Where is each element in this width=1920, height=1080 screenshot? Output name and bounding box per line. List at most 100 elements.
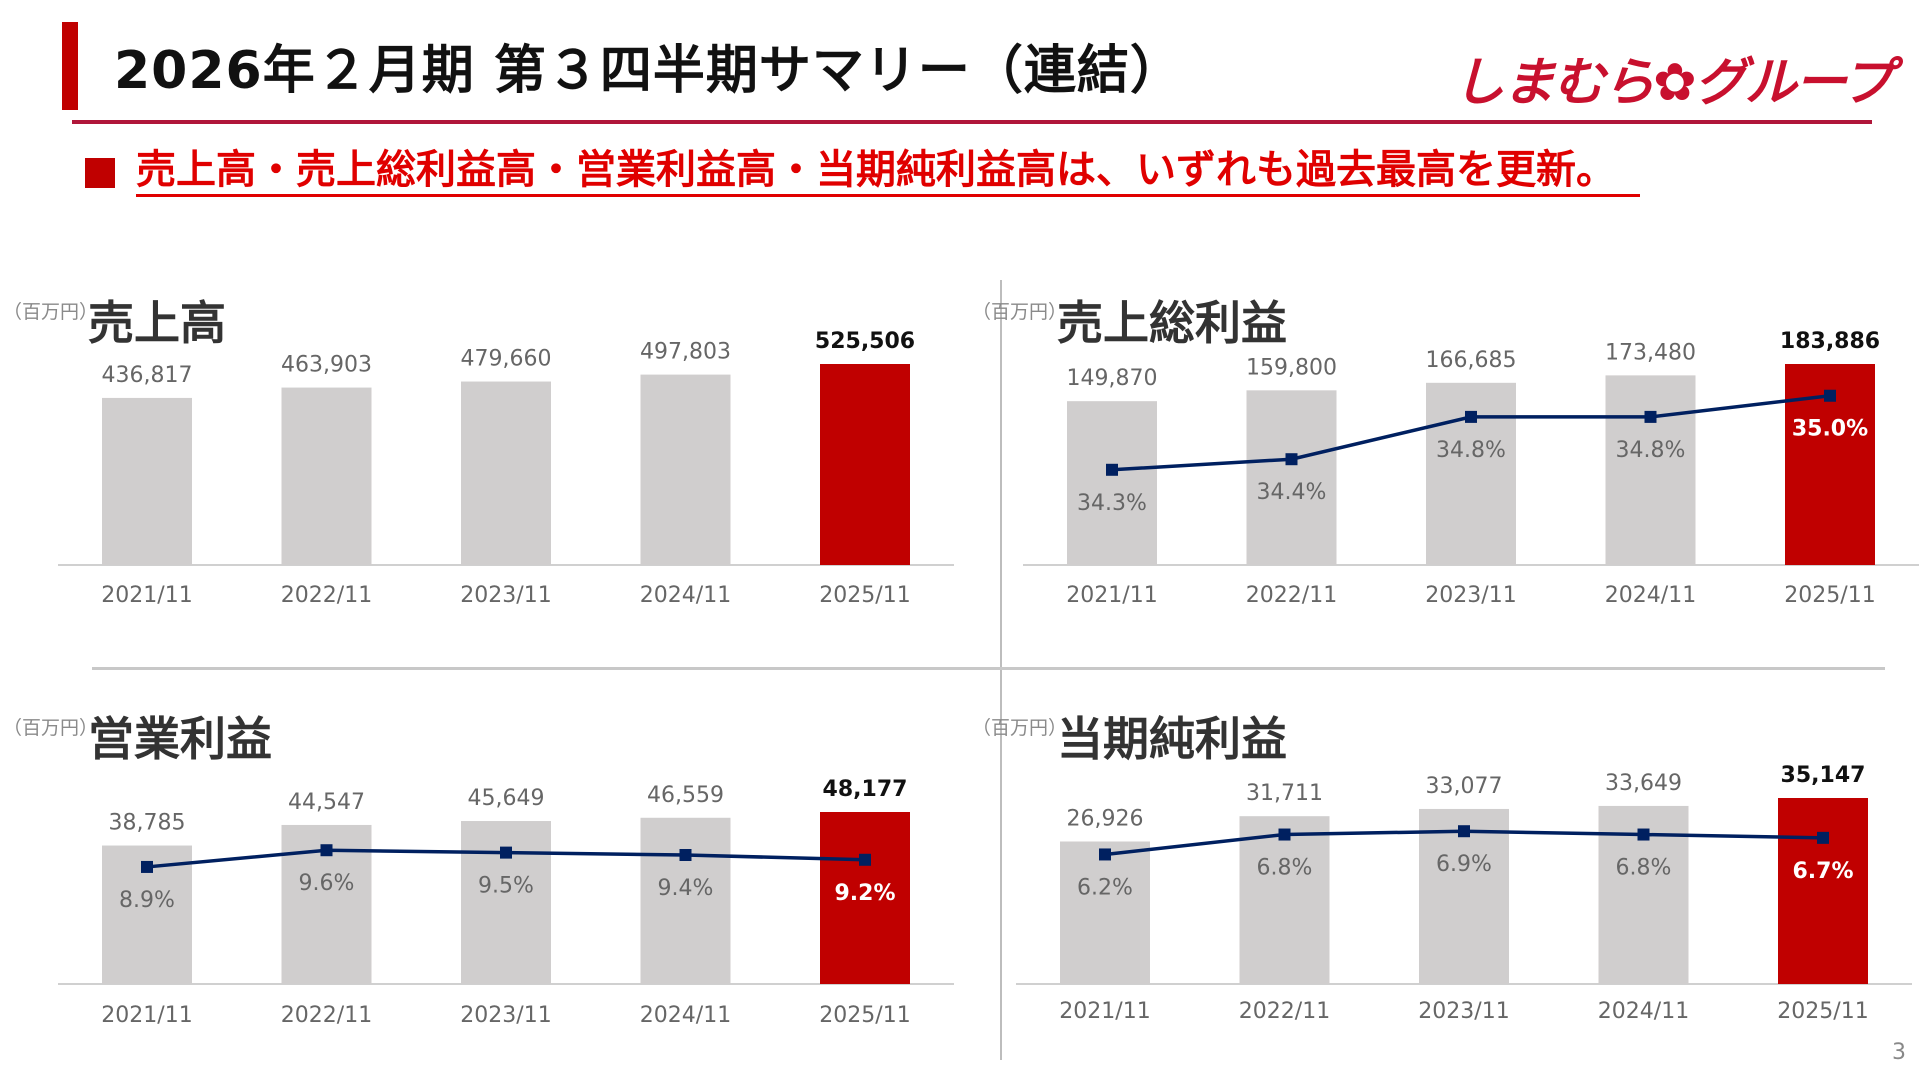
category-tick-label: 2021/11 bbox=[1059, 999, 1150, 1024]
ratio-value-label: 6.8% bbox=[1257, 856, 1313, 881]
bar-value-label: 44,547 bbox=[288, 790, 365, 815]
net-income-bar-chart: 26,926 2021/11 31,711 2022/11 33,077 2023/11 3… bbox=[1016, 763, 1912, 1024]
category-tick-label: 2021/11 bbox=[101, 583, 192, 608]
category-tick-label: 2025/11 bbox=[1784, 583, 1875, 608]
ratio-value-label: 35.0% bbox=[1792, 417, 1868, 442]
ratio-marker bbox=[1106, 463, 1118, 476]
ratio-value-label: 6.8% bbox=[1616, 856, 1672, 881]
bar-2021-11 bbox=[1060, 841, 1150, 984]
bar-value-label: 149,870 bbox=[1067, 366, 1158, 391]
ratio-marker bbox=[1278, 828, 1291, 841]
ratio-value-label: 9.4% bbox=[658, 876, 714, 901]
ratio-marker bbox=[1637, 828, 1650, 841]
page-number: 3 bbox=[1892, 1040, 1906, 1065]
category-tick-label: 2021/11 bbox=[101, 1003, 192, 1028]
bar-2024-11 bbox=[640, 374, 731, 565]
unit-label: （百万円） bbox=[2, 717, 98, 739]
ratio-marker bbox=[1644, 410, 1657, 423]
ratio-value-label: 34.8% bbox=[1436, 438, 1506, 463]
bar-2024-11 bbox=[1605, 375, 1696, 565]
bar-2021-11 bbox=[1067, 401, 1157, 565]
category-tick-label: 2024/11 bbox=[1605, 583, 1696, 608]
category-tick-label: 2022/11 bbox=[1246, 583, 1337, 608]
ratio-value-label: 6.9% bbox=[1436, 852, 1492, 877]
ratio-marker bbox=[1458, 825, 1470, 838]
ratio-value-label: 9.5% bbox=[478, 874, 534, 899]
bar-2021-11 bbox=[102, 397, 192, 565]
operating-profit-bar-chart: 38,785 2021/11 44,547 2022/11 45,649 2023/11 4… bbox=[58, 777, 954, 1028]
ratio-marker bbox=[1285, 453, 1298, 466]
ratio-value-label: 9.6% bbox=[299, 871, 355, 896]
title-accent-bar bbox=[62, 22, 78, 110]
category-tick-label: 2022/11 bbox=[281, 1003, 372, 1028]
bar-2022-11 bbox=[1246, 390, 1337, 565]
sales-bar-chart: 436,817 2021/11 463,903 2022/11 479,660 2023/… bbox=[58, 329, 954, 608]
unit-label: （百万円） bbox=[971, 301, 1067, 323]
bar-value-label: 46,559 bbox=[647, 783, 724, 808]
bar-value-label: 45,649 bbox=[468, 786, 545, 811]
bar-value-label: 497,803 bbox=[640, 340, 731, 365]
gross-profit-bar-chart: 149,870 2021/11 159,800 2022/11 166,685 2023/… bbox=[1023, 329, 1919, 608]
summary-headline: 売上高・売上総利益高・営業利益高・当期純利益高は、いずれも過去最高を更新。 bbox=[136, 146, 1640, 197]
bar-value-label: 183,886 bbox=[1780, 329, 1880, 354]
ratio-value-label: 34.4% bbox=[1257, 480, 1327, 505]
bullet-square-icon bbox=[85, 158, 115, 188]
category-tick-label: 2022/11 bbox=[281, 583, 372, 608]
bar-2022-11 bbox=[1239, 816, 1330, 984]
unit-label: （百万円） bbox=[971, 717, 1067, 739]
category-tick-label: 2025/11 bbox=[819, 1003, 910, 1028]
bar-value-label: 159,800 bbox=[1246, 355, 1337, 380]
panel-horizontal-divider bbox=[92, 667, 1885, 670]
category-tick-label: 2022/11 bbox=[1239, 999, 1330, 1024]
bar-value-label: 33,649 bbox=[1605, 771, 1682, 796]
category-tick-label: 2023/11 bbox=[460, 1003, 551, 1028]
bar-value-label: 26,926 bbox=[1067, 807, 1144, 832]
ratio-marker bbox=[1824, 389, 1836, 402]
bar-2022-11 bbox=[281, 387, 372, 565]
category-tick-label: 2021/11 bbox=[1066, 583, 1157, 608]
ratio-marker bbox=[859, 853, 871, 866]
ratio-value-label: 34.3% bbox=[1077, 491, 1147, 516]
bar-2023-11 bbox=[461, 381, 551, 565]
category-tick-label: 2025/11 bbox=[819, 583, 910, 608]
ratio-marker bbox=[1099, 848, 1111, 861]
category-tick-label: 2024/11 bbox=[640, 583, 731, 608]
bar-value-label: 525,506 bbox=[815, 329, 915, 354]
bar-2023-11 bbox=[1426, 382, 1516, 565]
bar-2025-11 bbox=[820, 812, 910, 984]
bar-value-label: 33,077 bbox=[1426, 774, 1503, 799]
bar-2025-11 bbox=[820, 364, 910, 565]
chart-title: 営業利益 bbox=[88, 712, 272, 766]
shimamura-group-logo: しまむら✿グループ bbox=[1453, 53, 1893, 113]
bar-value-label: 31,711 bbox=[1246, 781, 1323, 806]
ratio-value-label: 6.7% bbox=[1792, 859, 1853, 884]
category-tick-label: 2024/11 bbox=[1598, 999, 1689, 1024]
ratio-marker bbox=[500, 846, 512, 859]
chart-title: 売上高 bbox=[88, 296, 226, 350]
ratio-value-label: 6.2% bbox=[1077, 875, 1133, 900]
panel-vertical-divider bbox=[1000, 280, 1002, 1060]
title-divider bbox=[72, 120, 1872, 124]
category-tick-label: 2023/11 bbox=[460, 583, 551, 608]
bar-value-label: 166,685 bbox=[1426, 348, 1517, 373]
unit-label: （百万円） bbox=[2, 301, 98, 323]
bar-2023-11 bbox=[461, 821, 551, 984]
ratio-marker bbox=[1465, 410, 1477, 423]
ratio-marker bbox=[679, 849, 692, 861]
bar-2023-11 bbox=[1419, 808, 1509, 984]
category-tick-label: 2023/11 bbox=[1418, 999, 1509, 1024]
bar-2025-11 bbox=[1778, 798, 1868, 984]
ratio-value-label: 9.2% bbox=[834, 881, 895, 906]
ratio-value-label: 34.8% bbox=[1616, 438, 1686, 463]
ratio-marker bbox=[1817, 831, 1829, 844]
bar-value-label: 479,660 bbox=[461, 347, 552, 372]
category-tick-label: 2025/11 bbox=[1777, 999, 1868, 1024]
bar-value-label: 48,177 bbox=[823, 777, 908, 802]
ratio-value-label: 8.9% bbox=[119, 888, 175, 913]
bar-value-label: 463,903 bbox=[281, 353, 372, 378]
bar-value-label: 173,480 bbox=[1605, 340, 1696, 365]
category-tick-label: 2023/11 bbox=[1425, 583, 1516, 608]
chart-title: 当期純利益 bbox=[1057, 712, 1287, 766]
ratio-marker bbox=[320, 844, 333, 857]
category-tick-label: 2024/11 bbox=[640, 1003, 731, 1028]
